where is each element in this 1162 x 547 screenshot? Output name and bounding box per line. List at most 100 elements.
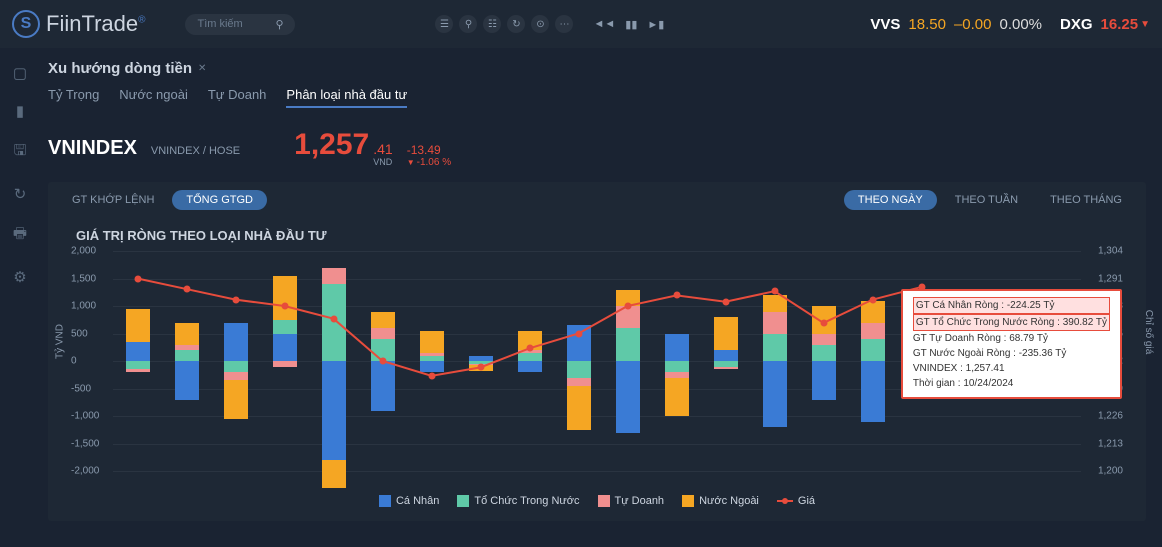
top-icon[interactable]: ↻: [507, 15, 525, 33]
tooltip-line: GT Tự Doanh Ròng : 68.79 Tỷ: [913, 331, 1110, 346]
pill-button[interactable]: TỔNG GTGD: [172, 190, 267, 210]
sidebar-icon[interactable]: 🖶: [13, 223, 27, 248]
pill-button[interactable]: GT KHỚP LỆNH: [58, 190, 168, 210]
line-point[interactable]: [477, 364, 484, 371]
legend-item[interactable]: Tự Doanh: [598, 495, 665, 507]
line-point[interactable]: [673, 292, 680, 299]
bar-column[interactable]: [126, 251, 150, 471]
y-tick-right: 1,213: [1098, 438, 1123, 449]
ticker-bar: VVS 18.50 –0.00 0.00% DXG 16.25▼: [870, 16, 1150, 33]
tab[interactable]: Nước ngoài: [119, 87, 188, 108]
index-sub: VNINDEX / HOSE: [151, 145, 240, 157]
y-tick-left: -1,000: [71, 411, 99, 422]
y-tick-left: 1,000: [71, 301, 96, 312]
bar-segment: [224, 372, 248, 380]
line-point[interactable]: [134, 275, 141, 282]
line-point[interactable]: [624, 303, 631, 310]
y-axis-left-label: Tỷ VND: [55, 324, 66, 359]
y-tick-left: 1,500: [71, 273, 96, 284]
tooltip-line: GT Cá Nhân Ròng : -224.25 Tỷ: [913, 297, 1110, 314]
top-icon[interactable]: ☰: [435, 15, 453, 33]
line-point[interactable]: [232, 296, 239, 303]
tab[interactable]: Tự Doanh: [208, 87, 267, 108]
line-point[interactable]: [575, 330, 582, 337]
top-icon[interactable]: ⊙: [531, 15, 549, 33]
top-icon[interactable]: ⚲: [459, 15, 477, 33]
line-point[interactable]: [183, 286, 190, 293]
sidebar-icon[interactable]: ↻: [14, 185, 27, 203]
sidebar-icon[interactable]: ▢: [13, 64, 27, 82]
bar-column[interactable]: [273, 251, 297, 471]
index-name[interactable]: VNINDEX: [48, 137, 137, 160]
bar-column[interactable]: [567, 251, 591, 471]
bar-segment: [665, 378, 689, 417]
bar-segment: [665, 334, 689, 362]
bar-column[interactable]: [322, 251, 346, 471]
bar-segment: [812, 334, 836, 345]
line-point[interactable]: [869, 296, 876, 303]
pill-button[interactable]: THEO TUẦN: [941, 190, 1032, 210]
tab[interactable]: Tỷ Trọng: [48, 87, 99, 108]
search-input[interactable]: [197, 18, 267, 30]
line-point[interactable]: [330, 315, 337, 322]
bar-column[interactable]: [518, 251, 542, 471]
bar-segment: [567, 386, 591, 430]
bar-column[interactable]: [175, 251, 199, 471]
playback-button[interactable]: ►▮: [647, 18, 664, 31]
line-point[interactable]: [379, 358, 386, 365]
bar-segment: [420, 331, 444, 353]
legend-item[interactable]: Tổ Chức Trong Nước: [457, 495, 579, 507]
sidebar-icon[interactable]: ⚙: [13, 268, 26, 286]
bar-segment: [126, 369, 150, 372]
ticker-symbol[interactable]: VVS: [870, 16, 900, 33]
legend-item[interactable]: Giá: [777, 495, 815, 507]
legend-item[interactable]: Cá Nhân: [379, 495, 439, 507]
tab[interactable]: Phân loại nhà đầu tư: [286, 87, 407, 108]
line-point[interactable]: [281, 303, 288, 310]
ticker-pct: 0.00%: [999, 16, 1042, 33]
bar-column[interactable]: [665, 251, 689, 471]
line-point[interactable]: [428, 372, 435, 379]
index-change-pct: -1.06 %: [417, 157, 451, 168]
line-point[interactable]: [820, 319, 827, 326]
bar-segment: [322, 284, 346, 361]
ticker-price-red: 16.25▼: [1101, 16, 1150, 33]
legend-label: Tổ Chức Trong Nước: [474, 495, 579, 507]
y-tick-right: 1,226: [1098, 411, 1123, 422]
search-box[interactable]: ⚲: [185, 14, 295, 35]
bar-column[interactable]: [861, 251, 885, 471]
sidebar-icon[interactable]: ▮: [16, 102, 24, 120]
search-icon[interactable]: ⚲: [275, 18, 283, 31]
y-tick-left: -500: [71, 383, 91, 394]
bar-segment: [273, 361, 297, 367]
close-icon[interactable]: ✕: [198, 63, 206, 74]
bar-segment: [714, 350, 738, 361]
playback-button[interactable]: ◄◄: [593, 18, 615, 31]
pill-button[interactable]: THEO NGÀY: [844, 190, 937, 210]
bar-column[interactable]: [420, 251, 444, 471]
bar-column[interactable]: [616, 251, 640, 471]
index-header: VNINDEX VNINDEX / HOSE 1,257 .41 VND -13…: [48, 128, 1146, 168]
bar-column[interactable]: [714, 251, 738, 471]
chart-tooltip: GT Cá Nhân Ròng : -224.25 TỷGT Tổ Chức T…: [901, 289, 1122, 399]
chart-area[interactable]: Tỷ VND -2,0001,200-1,5001,213-1,0001,226…: [68, 251, 1126, 491]
pill-button[interactable]: THEO THÁNG: [1036, 190, 1136, 210]
ticker-symbol[interactable]: DXG: [1060, 16, 1093, 33]
bar-segment: [567, 361, 591, 378]
bar-column[interactable]: [469, 251, 493, 471]
top-icon[interactable]: ☷: [483, 15, 501, 33]
y-tick-left: -2,000: [71, 466, 99, 477]
top-icon[interactable]: ⋯: [555, 15, 573, 33]
legend-item[interactable]: Nước Ngoài: [682, 495, 759, 507]
bar-column[interactable]: [763, 251, 787, 471]
line-point[interactable]: [771, 288, 778, 295]
chart-title: GIÁ TRỊ RÒNG THEO LOẠI NHÀ ĐẦU TƯ: [76, 228, 1136, 243]
line-point[interactable]: [722, 298, 729, 305]
bar-column[interactable]: [812, 251, 836, 471]
playback-button[interactable]: ▮▮: [625, 18, 637, 31]
logo[interactable]: S FiinTrade®: [12, 10, 145, 38]
line-point[interactable]: [526, 345, 533, 352]
bar-column[interactable]: [224, 251, 248, 471]
sidebar-icon[interactable]: 🖫: [14, 140, 27, 165]
ticker-price: 18.50: [908, 16, 946, 33]
